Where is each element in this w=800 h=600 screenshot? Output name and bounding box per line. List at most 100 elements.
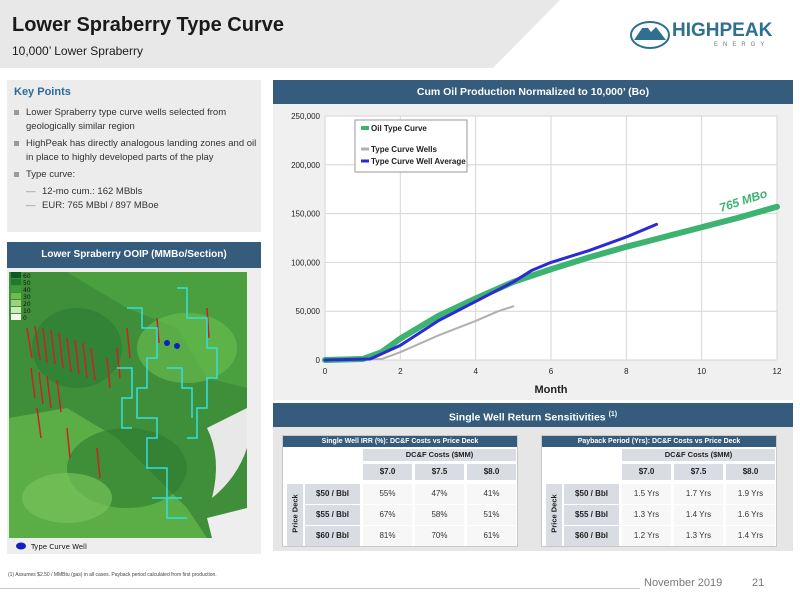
key-points-list: Lower Spraberry type curve wells selecte… <box>14 106 258 213</box>
key-point-subtext: 12-mo cum.: 162 MBbls <box>42 186 143 197</box>
payback-col-header: $8.0 <box>726 464 775 480</box>
cum-oil-chart: 0 50,000 100,000 150,000 200,000 250,000 0 2 4 6… <box>291 112 782 396</box>
irr-table-title: Single Well IRR (%): DC&F Costs vs Price… <box>283 436 517 447</box>
payback-row-header: $55 / Bbl <box>564 505 619 525</box>
legend-type-curve: Oil Type Curve <box>371 124 427 133</box>
footer-date: November 2019 <box>644 577 723 589</box>
y-tick-label: 0 <box>316 356 321 365</box>
irr-cell: 41% <box>467 484 516 504</box>
irr-table-grid: DC&F Costs ($MM) $7.0 $7.5 $8.0 Price De… <box>283 447 517 546</box>
payback-cell: 1.3 Yrs <box>674 526 723 546</box>
irr-cell: 81% <box>363 526 412 546</box>
payback-price-deck-text: Price Deck <box>549 494 559 533</box>
chart-title: Cum Oil Production Normalized to 10,000’… <box>273 80 793 104</box>
returns-title: Single Well Return Sensitivities (1) <box>273 403 793 427</box>
irr-col-header: $8.0 <box>467 464 516 480</box>
dash-icon: — <box>26 200 36 211</box>
irr-cell: 61% <box>467 526 516 546</box>
key-point-subitem: — 12-mo cum.: 162 MBbls <box>14 185 258 199</box>
returns-panel: Single Well IRR (%): DC&F Costs vs Price… <box>273 427 793 551</box>
chart-legend: Oil Type Curve Type Curve Wells Type Cur… <box>354 119 468 173</box>
key-point-text: Lower Spraberry type curve wells selecte… <box>26 107 227 132</box>
map-legend-value: 20 <box>23 301 31 308</box>
cum-oil-chart-panel: 0 50,000 100,000 150,000 200,000 250,000 0 2 4 6… <box>273 104 793 400</box>
key-point-subitem: — EUR: 765 MBbl / 897 MBoe <box>14 199 258 213</box>
ooip-map: 60 50 40 30 20 10 0 Type Curve Well <box>7 268 261 554</box>
y-tick-label: 200,000 <box>291 161 320 170</box>
x-axis-ticks: 0 2 4 6 8 10 12 <box>323 367 782 376</box>
y-tick-label: 150,000 <box>291 210 320 219</box>
payback-row-header: $60 / Bbl <box>564 526 619 546</box>
company-logo: HIGHPEAK ENERGY <box>630 14 790 54</box>
payback-cell: 1.9 Yrs <box>726 484 775 504</box>
returns-title-text: Single Well Return Sensitivities <box>448 411 606 424</box>
x-tick-label: 10 <box>697 367 706 376</box>
series-oil-type-curve <box>322 203 780 363</box>
payback-cell: 1.6 Yrs <box>726 505 775 525</box>
irr-row-header: $50 / Bbl <box>305 484 360 504</box>
key-point-item: Type curve: <box>14 168 258 182</box>
bullet-icon <box>14 172 19 177</box>
x-tick-label: 0 <box>323 367 328 376</box>
bullet-icon <box>14 110 19 115</box>
irr-price-deck-text: Price Deck <box>290 494 300 533</box>
irr-cell: 55% <box>363 484 412 504</box>
x-tick-label: 12 <box>773 367 782 376</box>
payback-col-header: $7.5 <box>674 464 723 480</box>
ooip-map-image: 60 50 40 30 20 10 0 Type Curve Well <box>7 268 261 554</box>
legend-wells: Type Curve Wells <box>371 145 438 154</box>
payback-price-deck-label: Price Deck <box>546 484 562 546</box>
irr-cell: 51% <box>467 505 516 525</box>
key-points-panel: Key Points Lower Spraberry type curve we… <box>7 80 261 232</box>
irr-table: Single Well IRR (%): DC&F Costs vs Price… <box>282 435 518 547</box>
x-axis-label: Month <box>535 384 568 396</box>
irr-row-header: $55 / Bbl <box>305 505 360 525</box>
irr-cell: 47% <box>415 484 464 504</box>
irr-col-header: $7.0 <box>363 464 412 480</box>
map-well-legend: Type Curve Well <box>30 543 87 551</box>
returns-footnote-ref: (1) <box>608 411 618 418</box>
payback-cost-header: DC&F Costs ($MM) <box>622 449 775 461</box>
payback-cell: 1.5 Yrs <box>622 484 671 504</box>
ooip-map-title: Lower Spraberry OOIP (MMBo/Section) <box>7 242 261 268</box>
payback-row-header: $50 / Bbl <box>564 484 619 504</box>
page-subtitle: 10,000’ Lower Spraberry <box>12 44 143 58</box>
payback-col-header: $7.0 <box>622 464 671 480</box>
y-tick-label: 250,000 <box>291 112 320 121</box>
irr-row-header: $60 / Bbl <box>305 526 360 546</box>
dash-icon: — <box>26 186 36 197</box>
x-tick-label: 6 <box>549 367 554 376</box>
key-point-item: HighPeak has directly analogous landing … <box>14 137 258 165</box>
page-number: 21 <box>752 577 765 589</box>
map-legend-value: 30 <box>23 294 31 301</box>
chart-series <box>322 203 780 363</box>
payback-table-title: Payback Period (Yrs): DC&F Costs vs Pric… <box>542 436 776 447</box>
page-title: Lower Spraberry Type Curve <box>12 14 284 36</box>
key-points-title: Key Points <box>14 86 71 98</box>
irr-cost-header: DC&F Costs ($MM) <box>363 449 516 461</box>
series-type-curve-well-average <box>323 222 658 362</box>
irr-cell: 70% <box>415 526 464 546</box>
x-tick-label: 8 <box>624 367 629 376</box>
payback-table-grid: DC&F Costs ($MM) $7.0 $7.5 $8.0 Price De… <box>542 447 776 546</box>
x-tick-label: 4 <box>473 367 478 376</box>
footnote: (1) Assumes $2.50 / MMBtu (gas) in all c… <box>8 572 217 578</box>
logo-text: HIGHPEAK <box>672 20 773 41</box>
map-legend-value: 40 <box>23 287 31 294</box>
key-point-text: Type curve: <box>26 169 76 180</box>
payback-cell: 1.7 Yrs <box>674 484 723 504</box>
series-type-curve-wells <box>324 305 515 361</box>
payback-cell: 1.4 Yrs <box>674 505 723 525</box>
legend-average: Type Curve Well Average <box>371 157 466 166</box>
logo-subtext: ENERGY <box>714 42 770 48</box>
payback-cell: 1.2 Yrs <box>622 526 671 546</box>
map-legend-value: 0 <box>23 315 27 322</box>
irr-cell: 58% <box>415 505 464 525</box>
key-point-item: Lower Spraberry type curve wells selecte… <box>14 106 258 134</box>
payback-cell: 1.3 Yrs <box>622 505 671 525</box>
y-axis-ticks: 0 50,000 100,000 150,000 200,000 250,000 <box>291 112 320 365</box>
y-tick-label: 100,000 <box>291 258 320 267</box>
key-point-text: HighPeak has directly analogous landing … <box>26 138 257 163</box>
header-bar: Lower Spraberry Type Curve 10,000’ Lower… <box>0 0 800 68</box>
irr-cell: 67% <box>363 505 412 525</box>
